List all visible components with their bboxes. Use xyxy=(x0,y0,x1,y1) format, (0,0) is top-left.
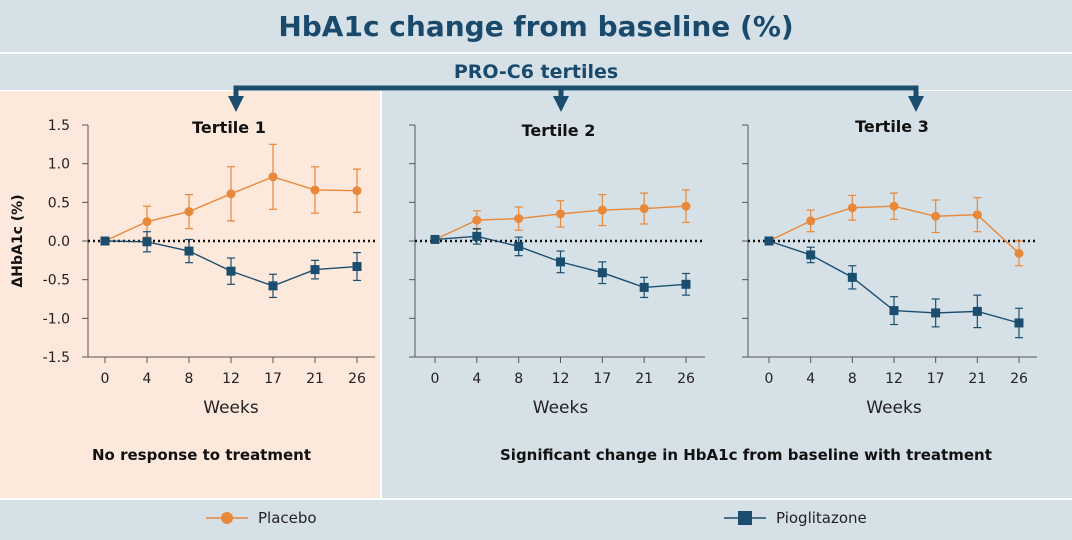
title-bar: HbA1c change from baseline (%) xyxy=(0,0,1072,52)
tertile1-title: Tertile 1 xyxy=(192,118,266,137)
tertile2-placebo-point xyxy=(556,209,565,219)
tertile3-title: Tertile 3 xyxy=(855,117,929,136)
tertile1-pioglitazone-point xyxy=(310,265,320,275)
legend-placebo: Placebo xyxy=(204,506,317,530)
tertile1-x-tick-label: 26 xyxy=(348,371,366,387)
legend-bar xyxy=(0,500,1072,540)
bracket-arrow-3 xyxy=(908,96,924,112)
tertile3-pioglitazone-point xyxy=(889,306,899,316)
tertile1-placebo-point xyxy=(184,207,194,217)
tertile2-pioglitazone-point xyxy=(514,241,524,251)
tertile1-y-tick-label: 1.5 xyxy=(48,118,70,134)
tertile1-pioglitazone-point xyxy=(268,281,278,291)
tertile1-x-axis-label: Weeks xyxy=(203,398,259,418)
note-no-response: No response to treatment xyxy=(92,446,312,464)
tertile1-x-tick-label: 17 xyxy=(264,371,282,387)
tertile1-y-tick-label: -1.0 xyxy=(43,311,70,327)
tertile1-y-tick-label: -0.5 xyxy=(43,273,70,289)
legend-pioglitazone-label: Pioglitazone xyxy=(776,509,867,527)
bracket-arrow-2 xyxy=(553,96,569,112)
tertile1-y-tick-label: 0.5 xyxy=(48,195,70,211)
tertile2-x-tick-label: 0 xyxy=(431,371,440,387)
placebo-marker-icon xyxy=(206,512,248,524)
tertile1-pioglitazone-point xyxy=(142,237,152,247)
tertile1-x-tick-label: 12 xyxy=(222,371,240,387)
tertile3-placebo-point xyxy=(847,203,857,213)
chart-subtitle: PRO-C6 tertiles xyxy=(453,61,619,83)
tertile2-placebo-point xyxy=(597,205,607,215)
chart-title: HbA1c change from baseline (%) xyxy=(278,9,794,43)
pioglitazone-marker-icon xyxy=(724,511,766,525)
tertile3-x-tick-label: 0 xyxy=(765,371,774,387)
tertile2-placebo-point xyxy=(472,215,482,225)
tertile1-placebo-point xyxy=(352,186,362,196)
tertile1-pioglitazone-point xyxy=(184,246,194,256)
tertile3-pioglitazone-point xyxy=(1014,318,1024,328)
tertile1-pioglitazone-point xyxy=(352,262,362,272)
tertile1-placebo-point xyxy=(310,185,320,195)
tertile1-y-tick-label: 0.0 xyxy=(48,234,70,250)
tertile2-pioglitazone-point xyxy=(556,257,565,267)
tertile3-placebo-point xyxy=(889,201,899,211)
tertile2-pioglitazone-point xyxy=(430,234,440,244)
tertile1-pioglitazone-point xyxy=(226,266,236,276)
tertile2-placebo-point xyxy=(514,214,524,224)
tertile2-pioglitazone-point xyxy=(597,268,607,278)
tertile2-x-tick-label: 4 xyxy=(472,371,481,387)
tertile3-x-tick-label: 17 xyxy=(927,371,945,387)
tertile1-background xyxy=(0,91,380,498)
tertile1-x-tick-label: 21 xyxy=(306,371,324,387)
tertile1-x-tick-label: 4 xyxy=(143,371,152,387)
tertile3-pioglitazone-point xyxy=(764,236,774,246)
tertile2-pioglitazone-point xyxy=(639,282,649,292)
legend-pioglitazone: Pioglitazone xyxy=(722,506,867,530)
tertile1-x-tick-label: 0 xyxy=(101,371,110,387)
tertile2-x-tick-label: 26 xyxy=(677,371,695,387)
bracket-line xyxy=(233,85,919,93)
tertile3-x-tick-label: 4 xyxy=(806,371,815,387)
tertile3-x-axis-label: Weeks xyxy=(866,398,922,418)
tertile1-y-axis-label: ΔHbA1c (%) xyxy=(10,194,26,287)
tertile2-x-tick-label: 17 xyxy=(593,371,611,387)
subtitle-bar: PRO-C6 tertiles xyxy=(0,54,1072,90)
tertile1-y-tick-label: -1.5 xyxy=(43,350,70,366)
tertile2-title: Tertile 2 xyxy=(522,121,596,140)
tertile3-pioglitazone-point xyxy=(972,306,982,316)
tertile2-pioglitazone-point xyxy=(681,279,691,289)
note-significant-change: Significant change in HbA1c from baselin… xyxy=(500,446,992,464)
tertile3-x-tick-label: 21 xyxy=(968,371,986,387)
tertile3-placebo-point xyxy=(931,211,941,221)
tertile3-placebo-point xyxy=(1014,248,1024,258)
tertile3-pioglitazone-point xyxy=(847,272,857,282)
tertile3-x-tick-label: 26 xyxy=(1010,371,1028,387)
tertile2-placebo-point xyxy=(681,201,691,211)
tertile1-placebo-point xyxy=(268,172,278,182)
legend-placebo-label: Placebo xyxy=(258,509,317,527)
tertile1-x-tick-label: 8 xyxy=(185,371,194,387)
tertile2-placebo-point xyxy=(639,204,649,214)
tertile3-pioglitazone-point xyxy=(931,308,941,318)
tertile3-x-tick-label: 12 xyxy=(885,371,903,387)
tertile3-placebo-point xyxy=(806,216,816,226)
tertile2-x-tick-label: 21 xyxy=(635,371,653,387)
tertile1-y-tick-label: 1.0 xyxy=(48,157,70,173)
tertile1-placebo-point xyxy=(142,217,152,227)
bracket-arrow-1 xyxy=(228,96,244,112)
tertile3-x-tick-label: 8 xyxy=(848,371,857,387)
tertile1-pioglitazone-point xyxy=(100,236,110,246)
tertile2-x-axis-label: Weeks xyxy=(533,398,589,418)
tertile2-pioglitazone-point xyxy=(472,231,482,241)
tertile23-background xyxy=(382,91,1072,498)
tertile1-placebo-point xyxy=(226,189,236,199)
tertile2-x-tick-label: 8 xyxy=(514,371,523,387)
tertile3-pioglitazone-point xyxy=(806,250,816,260)
tertile3-placebo-point xyxy=(972,210,982,220)
tertile2-x-tick-label: 12 xyxy=(552,371,570,387)
